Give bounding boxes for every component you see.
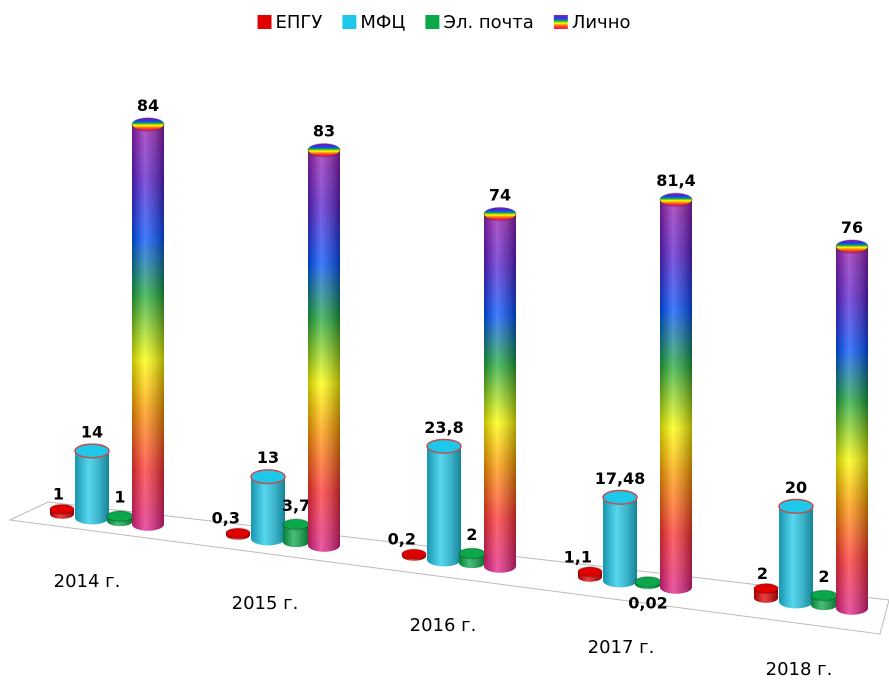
bar-top: [225, 527, 251, 539]
bar-shade: [132, 124, 164, 531]
bar-shade: [251, 476, 285, 546]
data-label: 3,7: [282, 496, 310, 515]
data-label: 0,2: [388, 530, 416, 549]
bar-top: [74, 443, 110, 459]
legend-swatch: [425, 15, 440, 29]
bar-top: [810, 589, 838, 602]
data-label: 2: [818, 567, 829, 586]
bar-top: [577, 566, 603, 578]
data-label: 13: [257, 448, 279, 467]
bar-top: [250, 469, 286, 485]
bar-top: [131, 117, 165, 132]
legend-swatch: [257, 15, 272, 29]
bar-top: [659, 192, 693, 207]
data-label: 1: [53, 485, 64, 504]
data-label: 1,1: [564, 547, 592, 566]
bar-top: [634, 576, 662, 588]
bar-shade: [308, 150, 340, 552]
legend-label: МФЦ: [360, 12, 405, 33]
legend-swatch: [342, 15, 357, 29]
legend-swatch: [553, 15, 568, 29]
bar-shade: [283, 524, 309, 548]
bar-shade: [779, 506, 813, 609]
bar-top: [282, 518, 310, 531]
data-label: 14: [81, 422, 103, 441]
bar-shade: [75, 450, 109, 525]
legend-label: ЕПГУ: [276, 12, 323, 33]
bar-top: [401, 548, 427, 560]
x-tick-label: 2014 г.: [54, 571, 121, 592]
legend-label: Лично: [572, 12, 631, 33]
data-label: 84: [137, 96, 159, 115]
bar-top: [49, 503, 75, 515]
data-label: 0,02: [628, 593, 667, 612]
data-label: 0,3: [212, 509, 240, 528]
legend: ЕПГУ МФЦ Эл. почта Лично: [257, 12, 631, 33]
data-label: 2: [466, 525, 477, 544]
bar-top: [307, 142, 341, 158]
bar-top: [426, 438, 462, 454]
bar-top: [778, 498, 814, 514]
bar-top: [458, 547, 486, 560]
x-tick-label: 2015 г.: [232, 593, 299, 614]
legend-label: Эл. почта: [443, 12, 533, 33]
data-label: 17,48: [595, 469, 646, 488]
bar-top: [483, 206, 517, 222]
bar-top: [835, 239, 869, 254]
data-label: 2: [757, 564, 768, 583]
bar-top: [753, 582, 779, 595]
bar-top: [106, 510, 134, 523]
bar-shade: [427, 446, 461, 567]
bar-shade: [603, 497, 637, 588]
data-label: 83: [313, 122, 335, 141]
data-label: 76: [841, 218, 863, 237]
bar-shade: [484, 213, 516, 573]
data-label: 1: [114, 488, 125, 507]
data-label: 23,8: [424, 418, 463, 437]
bar-top: [602, 489, 638, 505]
data-label: 20: [785, 478, 807, 497]
x-tick-label: 2016 г.: [410, 615, 477, 636]
x-tick-label: 2018 г.: [766, 659, 833, 680]
data-label: 74: [489, 185, 511, 204]
bar-shade: [660, 199, 692, 594]
bar-shade: [836, 246, 868, 615]
data-label: 81,4: [656, 171, 695, 190]
x-tick-label: 2017 г.: [588, 637, 655, 658]
